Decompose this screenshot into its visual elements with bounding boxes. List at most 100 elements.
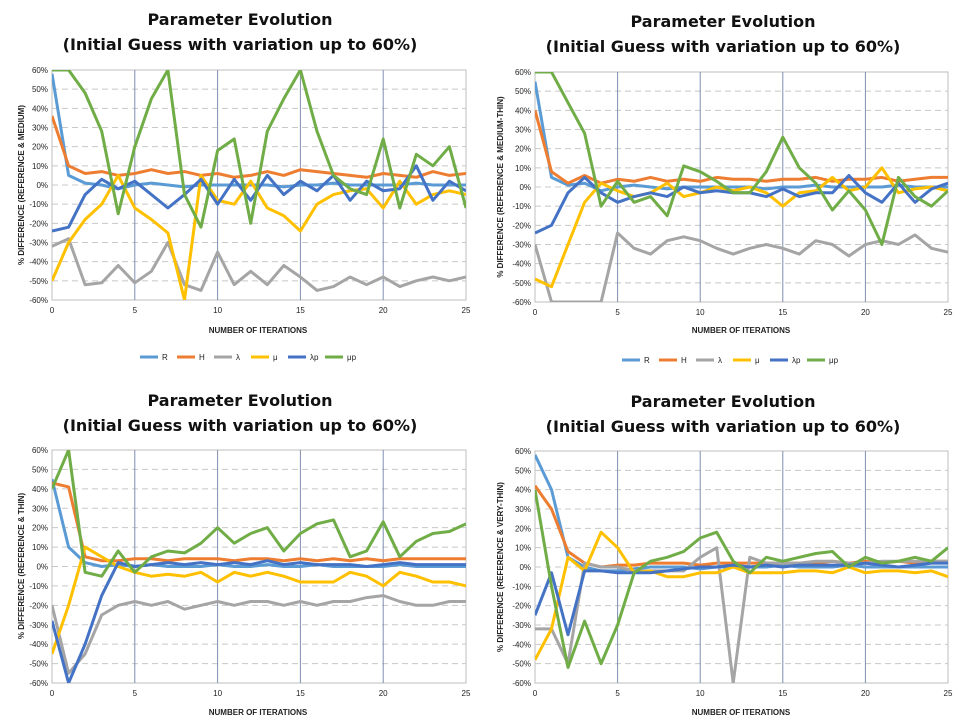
y-axis-label: % DIFFERENCE (REFERENCE & VERY-THIN) bbox=[496, 482, 505, 652]
x-tick-label: 15 bbox=[778, 308, 787, 317]
y-tick-label: 60% bbox=[515, 68, 531, 77]
y-tick-label: 40% bbox=[515, 486, 531, 495]
y-tick-label: 10% bbox=[515, 164, 531, 173]
legend-label-R: R bbox=[644, 356, 650, 365]
x-tick-label: 0 bbox=[533, 689, 538, 698]
series-line-μ bbox=[52, 545, 466, 655]
y-tick-label: -30% bbox=[29, 621, 48, 630]
chart-panel-1: Parameter Evolution (Initial Guess with v… bbox=[17, 10, 471, 362]
y-tick-label: 50% bbox=[32, 465, 48, 474]
y-axis-label: % DIFFERENCE (REFERENCE & MEDIUM) bbox=[17, 105, 26, 265]
y-tick-label: -10% bbox=[29, 582, 48, 591]
chart-subtitle: (Initial Guess with variation up to 60%) bbox=[546, 37, 901, 56]
y-tick-label: -30% bbox=[29, 239, 48, 248]
y-tick-label: -20% bbox=[29, 219, 48, 228]
legend-label-μ: μ bbox=[755, 356, 760, 365]
y-tick-label: 0% bbox=[36, 181, 48, 190]
y-tick-label: 20% bbox=[515, 145, 531, 154]
y-tick-label: 10% bbox=[32, 162, 48, 171]
legend-label-λp: λp bbox=[310, 353, 319, 362]
y-tick-label: 40% bbox=[32, 104, 48, 113]
y-tick-label: 30% bbox=[515, 126, 531, 135]
y-tick-label: -10% bbox=[512, 202, 531, 211]
y-tick-label: -60% bbox=[512, 679, 531, 688]
y-tick-label: 20% bbox=[32, 524, 48, 533]
series-line-μp bbox=[535, 489, 948, 669]
y-tick-label: -20% bbox=[512, 221, 531, 230]
x-tick-label: 20 bbox=[379, 689, 388, 698]
y-tick-label: 60% bbox=[515, 447, 531, 456]
series-line-R bbox=[535, 81, 948, 193]
y-tick-label: -40% bbox=[512, 260, 531, 269]
y-tick-label: -10% bbox=[29, 200, 48, 209]
chart-panel-3: Parameter Evolution (Initial Guess with v… bbox=[17, 391, 471, 717]
series-line-μp bbox=[535, 72, 948, 246]
x-axis-label: NUMBER OF ITERATIONS bbox=[209, 326, 308, 335]
series-line-λ bbox=[52, 594, 466, 675]
x-axis-label: NUMBER OF ITERATIONS bbox=[692, 708, 791, 717]
x-tick-label: 20 bbox=[861, 689, 870, 698]
series-line-H bbox=[535, 109, 948, 185]
y-tick-label: -10% bbox=[512, 582, 531, 591]
series-line-λp bbox=[52, 559, 466, 683]
y-tick-label: 50% bbox=[32, 85, 48, 94]
y-tick-label: -50% bbox=[512, 279, 531, 288]
x-tick-label: 5 bbox=[133, 306, 138, 315]
x-tick-label: 15 bbox=[296, 306, 305, 315]
y-tick-label: -20% bbox=[29, 601, 48, 610]
y-tick-label: -50% bbox=[29, 277, 48, 286]
chart-title: Parameter Evolution bbox=[630, 12, 815, 31]
x-tick-label: 20 bbox=[861, 308, 870, 317]
y-tick-label: 50% bbox=[515, 87, 531, 96]
legend-label-μp: μp bbox=[347, 353, 357, 362]
x-tick-label: 10 bbox=[696, 308, 705, 317]
x-axis-label: NUMBER OF ITERATIONS bbox=[692, 326, 791, 335]
y-axis-label: % DIFFERENCE (REFERENCE & THIN) bbox=[17, 493, 26, 640]
x-axis-label: NUMBER OF ITERATIONS bbox=[209, 708, 308, 717]
x-tick-label: 10 bbox=[213, 306, 222, 315]
x-tick-label: 15 bbox=[778, 689, 787, 698]
legend-label-H: H bbox=[681, 356, 687, 365]
x-tick-label: 5 bbox=[615, 689, 620, 698]
x-tick-label: 5 bbox=[133, 689, 138, 698]
y-tick-label: 20% bbox=[515, 524, 531, 533]
chart-subtitle: (Initial Guess with variation up to 60%) bbox=[63, 416, 418, 435]
y-tick-label: 30% bbox=[32, 504, 48, 513]
x-tick-label: 0 bbox=[533, 308, 538, 317]
chart-subtitle: (Initial Guess with variation up to 60%) bbox=[63, 35, 418, 54]
x-tick-label: 25 bbox=[462, 689, 471, 698]
x-tick-label: 0 bbox=[50, 689, 55, 698]
series-line-μp bbox=[52, 450, 466, 578]
y-axis-label: % DIFFERENCE (REFERENCE & MEDIUM-THIN) bbox=[496, 96, 505, 278]
y-tick-label: 0% bbox=[519, 183, 531, 192]
x-tick-label: 10 bbox=[696, 689, 705, 698]
legend-label-λ: λ bbox=[236, 353, 240, 362]
series-line-μp bbox=[52, 70, 466, 229]
y-tick-label: 60% bbox=[32, 66, 48, 75]
chart-panel-4: Parameter Evolution (Initial Guess with v… bbox=[496, 392, 953, 717]
chart-title: Parameter Evolution bbox=[147, 391, 332, 410]
legend-label-λp: λp bbox=[792, 356, 801, 365]
x-tick-label: 25 bbox=[944, 689, 953, 698]
y-tick-label: -60% bbox=[512, 298, 531, 307]
series-line-λ bbox=[52, 237, 466, 292]
chart-panel-2: Parameter Evolution (Initial Guess with v… bbox=[496, 12, 953, 365]
x-tick-label: 10 bbox=[213, 689, 222, 698]
series-line-λp bbox=[52, 164, 466, 233]
x-tick-label: 20 bbox=[379, 306, 388, 315]
y-tick-label: -50% bbox=[512, 660, 531, 669]
series-line-μ bbox=[52, 173, 466, 300]
legend-label-R: R bbox=[162, 353, 168, 362]
y-tick-label: -60% bbox=[29, 296, 48, 305]
series-line-μ bbox=[535, 166, 948, 289]
x-tick-label: 25 bbox=[944, 308, 953, 317]
y-tick-label: 60% bbox=[32, 446, 48, 455]
x-tick-label: 0 bbox=[50, 306, 55, 315]
chart-subtitle: (Initial Guess with variation up to 60%) bbox=[546, 417, 901, 436]
y-tick-label: 10% bbox=[515, 544, 531, 553]
y-tick-label: 30% bbox=[515, 505, 531, 514]
legend-label-μ: μ bbox=[273, 353, 278, 362]
legend-label-μp: μp bbox=[829, 356, 839, 365]
